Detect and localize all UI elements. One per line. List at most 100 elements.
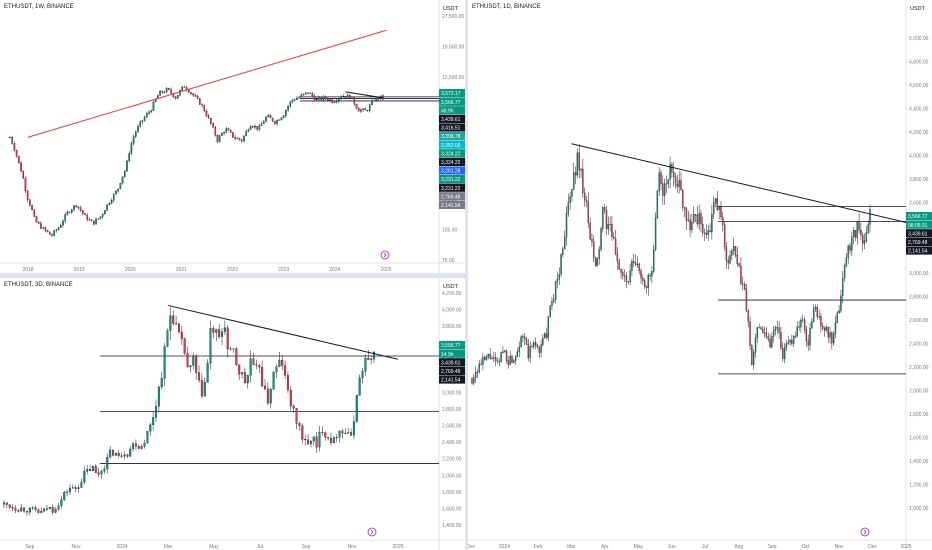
candle-body xyxy=(37,222,40,224)
candle-body xyxy=(656,190,659,218)
candle xyxy=(611,215,613,241)
candle xyxy=(120,452,123,459)
candle-body xyxy=(201,104,203,106)
candle-body xyxy=(618,261,620,270)
candle xyxy=(44,226,47,233)
candle xyxy=(360,108,362,114)
price-label-text: 3,231.22 xyxy=(441,186,461,192)
time-tick: Mar xyxy=(164,544,173,550)
candle xyxy=(562,246,564,258)
candle-body xyxy=(796,326,798,337)
candle xyxy=(251,125,254,129)
price-label: 3,439.61 xyxy=(439,114,465,123)
candle xyxy=(778,321,780,339)
weekly-chart[interactable]: ETHUSDT, 1W, BINANCE USDT 27,500.00 19,500.… xyxy=(0,0,465,273)
candle-body xyxy=(254,125,256,128)
candle-body xyxy=(206,362,209,383)
candle xyxy=(209,320,212,370)
price-label-text: 2,141.54 xyxy=(441,378,461,384)
candle-body xyxy=(780,332,782,349)
chart-pane-3d[interactable]: ETHUSDT, 3D, BINANCE USDT 4,200.00 4,000.00… xyxy=(0,278,465,550)
chart-title: ETHUSDT, 1D, BINANCE xyxy=(472,4,541,10)
candle xyxy=(355,394,358,423)
candle xyxy=(527,338,530,362)
candle-body xyxy=(771,336,773,348)
chart-pane-daily[interactable]: ETHUSDT, 1D, BINANCE USDT 5,000.00 4,800.00… xyxy=(468,0,932,550)
candle xyxy=(825,324,828,333)
candle xyxy=(847,244,849,265)
candle xyxy=(48,231,51,235)
candle-body xyxy=(101,213,104,217)
candle-body xyxy=(23,507,26,512)
chart-pane-weekly[interactable]: ETHUSDT, 1W, BINANCE USDT 27,500.00 19,500.… xyxy=(0,0,465,273)
candle xyxy=(500,351,502,363)
candle-body xyxy=(207,115,210,119)
candle xyxy=(216,134,219,144)
candle xyxy=(245,129,247,137)
currency-label: USDT xyxy=(443,284,459,290)
candle-body xyxy=(640,270,642,279)
candle-body xyxy=(100,470,103,475)
candle xyxy=(638,262,640,275)
candle-body xyxy=(42,227,44,229)
price-label-bg xyxy=(439,366,465,375)
candle xyxy=(496,357,499,365)
candle-body xyxy=(26,190,29,200)
pane-divider-vertical[interactable] xyxy=(465,0,468,550)
candle xyxy=(576,148,579,179)
candle-body xyxy=(300,94,303,98)
price-label: 08:05:31 xyxy=(906,220,932,229)
candle xyxy=(331,98,334,104)
candle-body xyxy=(214,126,217,136)
candle xyxy=(284,360,287,380)
candle-body xyxy=(302,93,305,96)
candle-body xyxy=(603,207,606,211)
candle-body xyxy=(159,91,161,96)
price-label-bg xyxy=(439,114,465,123)
candle-body xyxy=(48,506,51,509)
candle-body xyxy=(762,329,764,333)
candle xyxy=(643,278,646,290)
time-tick: 2024 xyxy=(329,267,340,273)
candle-body xyxy=(200,380,203,397)
candle-body xyxy=(747,310,749,322)
candle-body xyxy=(148,111,150,114)
time-tick: May xyxy=(209,544,219,550)
candle-body xyxy=(611,224,613,238)
candle xyxy=(88,217,91,221)
candle-body xyxy=(46,230,49,233)
candle-body xyxy=(344,432,347,434)
candle xyxy=(66,210,69,216)
price-label-text: 2,141.54 xyxy=(441,203,461,209)
candle-body xyxy=(742,283,744,285)
candle-body xyxy=(549,305,551,317)
candle-body xyxy=(752,351,755,365)
candle-body xyxy=(163,91,166,93)
candle-body xyxy=(20,507,23,512)
candle xyxy=(585,195,588,208)
candle-body xyxy=(108,203,111,205)
candle xyxy=(91,465,94,472)
candle-body xyxy=(99,216,102,219)
pane-divider-horizontal[interactable] xyxy=(0,273,465,278)
candle xyxy=(544,332,546,339)
price-tick: 27,500.00 xyxy=(442,14,464,20)
candle-body xyxy=(831,332,833,344)
candle-body xyxy=(593,241,595,258)
price-label-bg xyxy=(439,175,465,184)
candle-body xyxy=(680,180,682,190)
candle xyxy=(322,94,325,103)
candle xyxy=(169,307,172,340)
candle-body xyxy=(673,171,675,178)
candle-body xyxy=(168,88,170,90)
candle-body xyxy=(471,378,473,384)
candle xyxy=(636,256,639,269)
candle-body xyxy=(278,359,281,367)
price-tick: 1,000.00 xyxy=(909,506,929,512)
candle xyxy=(282,114,285,118)
candle xyxy=(31,204,33,211)
daily-chart[interactable]: ETHUSDT, 1D, BINANCE USDT 5,000.00 4,800.00… xyxy=(468,0,932,550)
candle xyxy=(373,99,375,102)
price-label: 3,439.61 xyxy=(906,229,932,238)
